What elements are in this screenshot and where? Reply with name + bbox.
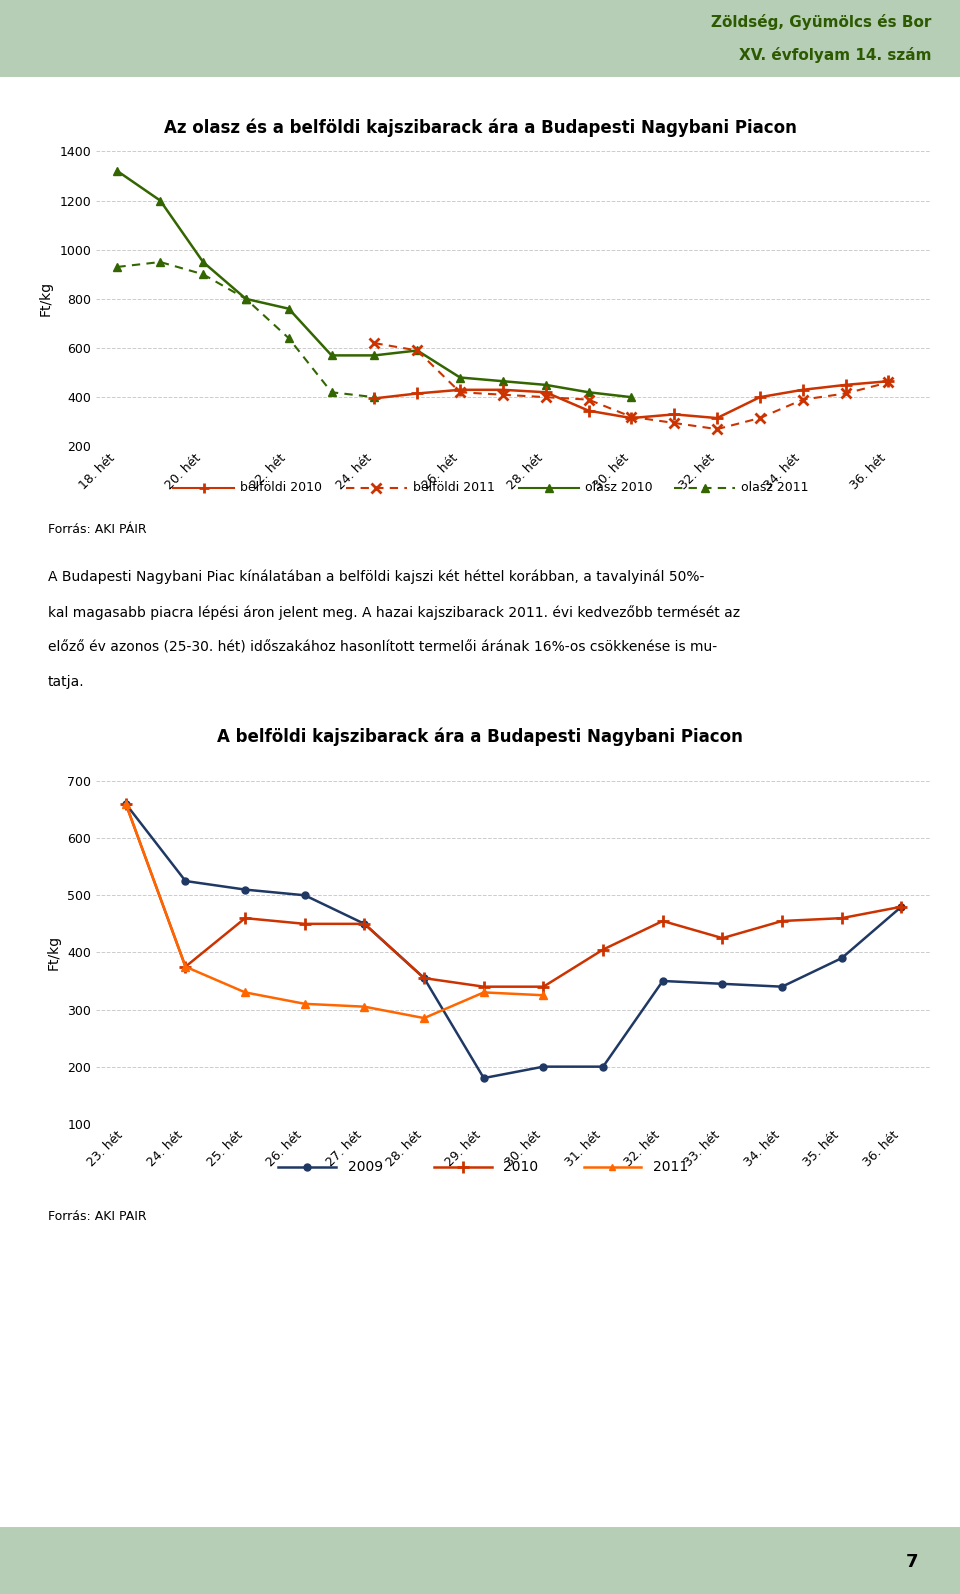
2011 (300, 995, 311, 1014)
Text: A Budapesti Nagybani Piac kínálatában a belföldi kajszi két héttel korábban, a t: A Budapesti Nagybani Piac kínálatában a … (48, 569, 705, 585)
2011 (419, 1009, 430, 1028)
2009 (359, 915, 371, 934)
2010 (180, 956, 191, 976)
Y-axis label: Ft/kg: Ft/kg (46, 934, 60, 971)
Text: belföldi 2011: belföldi 2011 (413, 481, 494, 494)
Text: tatja.: tatja. (48, 676, 84, 689)
2010 (419, 969, 430, 988)
2010 (538, 977, 549, 996)
Text: olasz 2010: olasz 2010 (586, 481, 653, 494)
Text: kal magasabb piacra lépési áron jelent meg. A hazai kajszibarack 2011. évi kedve: kal magasabb piacra lépési áron jelent m… (48, 604, 740, 620)
Text: 2011: 2011 (653, 1160, 688, 1173)
2010 (359, 915, 371, 934)
2009 (538, 1057, 549, 1076)
2011 (239, 983, 251, 1003)
2011 (359, 998, 371, 1017)
Text: Az olasz és a belföldi kajszibarack ára a Budapesti Nagybani Piacon: Az olasz és a belföldi kajszibarack ára … (163, 118, 797, 137)
2009 (777, 977, 788, 996)
Text: Forrás: AKI PÁIR: Forrás: AKI PÁIR (48, 523, 147, 536)
2009 (300, 886, 311, 905)
Y-axis label: Ft/kg: Ft/kg (38, 281, 52, 317)
FancyBboxPatch shape (0, 0, 960, 77)
2009 (836, 948, 848, 968)
2009 (419, 969, 430, 988)
Text: Forrás: AKI PAIR: Forrás: AKI PAIR (48, 1210, 147, 1223)
Text: XV. évfolyam 14. szám: XV. évfolyam 14. szám (738, 46, 931, 64)
Text: 2010: 2010 (503, 1160, 539, 1173)
2010 (657, 912, 668, 931)
2010 (300, 915, 311, 934)
Line: 2010: 2010 (120, 797, 907, 993)
2009 (896, 897, 907, 917)
2011 (180, 956, 191, 976)
2009 (716, 974, 729, 993)
2010 (478, 977, 490, 996)
2010 (716, 929, 729, 948)
2011 (538, 985, 549, 1004)
Text: Zöldség, Gyümölcs és Bor: Zöldség, Gyümölcs és Bor (710, 14, 931, 30)
Text: előző év azonos (25-30. hét) időszakához hasonlított termelői árának 16%-os csök: előző év azonos (25-30. hét) időszakához… (48, 641, 717, 654)
2010 (239, 909, 251, 928)
2010 (120, 794, 132, 813)
2009 (180, 872, 191, 891)
2009 (597, 1057, 609, 1076)
Text: olasz 2011: olasz 2011 (741, 481, 808, 494)
2011 (478, 983, 490, 1003)
2010 (777, 912, 788, 931)
2009 (478, 1068, 490, 1087)
Text: 7: 7 (905, 1553, 919, 1572)
2010 (836, 909, 848, 928)
FancyBboxPatch shape (0, 1527, 960, 1594)
2010 (896, 897, 907, 917)
Text: belföldi 2010: belföldi 2010 (240, 481, 322, 494)
2009 (657, 971, 668, 990)
Text: 2009: 2009 (348, 1160, 383, 1173)
Line: 2011: 2011 (122, 800, 547, 1022)
Line: 2009: 2009 (122, 800, 905, 1082)
2009 (120, 794, 132, 813)
2011 (120, 794, 132, 813)
2010 (597, 940, 609, 960)
Text: A belföldi kajszibarack ára a Budapesti Nagybani Piacon: A belföldi kajszibarack ára a Budapesti … (217, 727, 743, 746)
2009 (239, 880, 251, 899)
